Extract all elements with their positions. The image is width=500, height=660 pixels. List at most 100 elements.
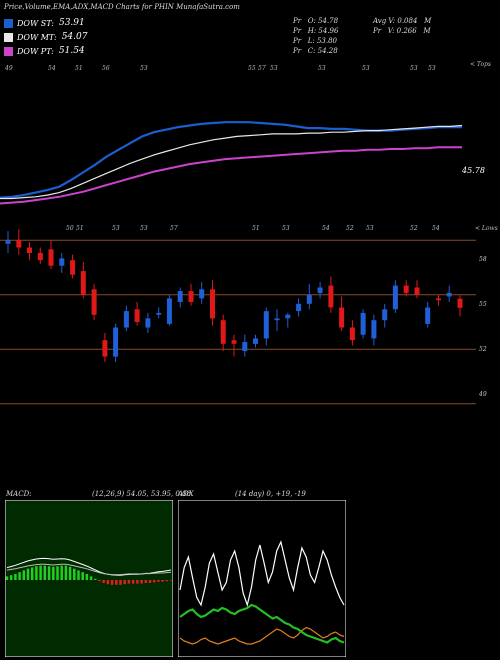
adx-chart: [178, 500, 346, 657]
macd-frame: [5, 500, 173, 657]
ema-line-dow-st: [0, 121, 462, 199]
candle-body: [263, 311, 269, 339]
stat-prev-volume: Pr V: 0.266 M: [373, 27, 431, 35]
legend-value-pt: 51.54: [58, 46, 85, 56]
ema-top-label: 57: [258, 65, 266, 72]
page-title: Price,Volume,EMA,ADX,MACD Charts for PHI…: [4, 3, 240, 11]
legend-dow-mt: DOW MT: 54.07: [4, 31, 87, 43]
adx-line-adx: [179, 540, 345, 608]
candle-body: [349, 327, 355, 341]
stat-high: Pr H: 54.96: [293, 27, 339, 35]
candle-body: [392, 285, 398, 310]
candle-body: [414, 287, 420, 295]
adx-line-di: [179, 603, 345, 644]
candle-body: [37, 252, 43, 261]
ema-top-label: 53: [318, 65, 326, 72]
candle-body: [274, 318, 280, 321]
candle-body: [328, 285, 334, 308]
ema-top-label: 54: [48, 65, 56, 72]
candle-body: [382, 309, 388, 321]
candle-body: [134, 309, 140, 322]
legend-dow-st: DOW ST: 53.91: [4, 17, 85, 29]
candle-top-label: 53: [140, 225, 148, 232]
candle-body: [220, 320, 226, 344]
ema-last-value: 45.78: [461, 166, 485, 175]
candle-body: [48, 249, 54, 266]
legend-value-mt: 54.07: [61, 32, 88, 42]
candle-body: [403, 285, 409, 293]
macd-signal-line: [6, 563, 172, 576]
macd-label: MACD:: [6, 490, 32, 498]
candle-body: [231, 340, 237, 344]
candle-top-label: 52: [410, 225, 418, 232]
candle-body: [59, 258, 65, 266]
candle-body: [188, 291, 194, 302]
candle-body: [425, 307, 431, 324]
adx-label: ADX: [178, 490, 194, 498]
ema-corner-label: < Tops: [470, 61, 491, 68]
candle-body: [360, 312, 366, 335]
legend-swatch-st: [4, 18, 13, 28]
candle-body: [177, 291, 183, 302]
candle-body: [113, 327, 119, 357]
candle-top-label: 53: [112, 225, 120, 232]
candle-body: [102, 340, 108, 357]
candle-body: [80, 271, 86, 295]
adx-frame: [178, 500, 346, 657]
candle-body: [156, 312, 162, 315]
macd-params: (12,26,9) 54.05, 53.95, 0.08: [92, 490, 191, 498]
candle-body: [371, 320, 377, 339]
candle-body: [70, 260, 76, 275]
candle-top-label: 52: [346, 225, 354, 232]
ema-top-label: 53: [410, 65, 418, 72]
candle-body: [5, 240, 11, 244]
ema-top-label: 56: [102, 65, 110, 72]
candle-body: [296, 303, 302, 312]
ema-top-label: 53: [428, 65, 436, 72]
price-level-55: 55: [479, 301, 487, 308]
legend-swatch-pt: [4, 46, 13, 56]
candle-top-label: 53: [282, 225, 290, 232]
stat-low: Pr L: 53.80: [293, 37, 338, 45]
legend-label-pt: DOW PT:: [17, 46, 54, 56]
ema-top-label: 55: [248, 65, 256, 72]
candle-body: [253, 338, 258, 344]
candle-body: [123, 311, 129, 328]
ema-top-label: 53: [270, 65, 278, 72]
candle-body: [306, 294, 312, 304]
candle-body: [210, 289, 215, 319]
ema-top-label: 53: [362, 65, 370, 72]
candle-top-label: 53: [366, 225, 374, 232]
candle-body: [199, 289, 205, 299]
legend-swatch-mt: [4, 32, 13, 42]
ema-top-label: 53: [140, 65, 148, 72]
ema-line-dow-pt: [0, 146, 462, 205]
legend-value-st: 53.91: [58, 18, 85, 28]
candle-top-label: 57: [170, 225, 178, 232]
candle-body: [27, 247, 32, 253]
adx-line-di: [179, 626, 345, 645]
legend-label-mt: DOW MT:: [17, 32, 57, 42]
macd-chart: [5, 500, 173, 657]
legend-dow-pt: DOW PT: 51.54: [4, 45, 85, 57]
ema-top-label: 49: [4, 65, 13, 72]
candle-body: [436, 298, 441, 301]
candle-body: [446, 292, 452, 297]
price-level-52: 52: [479, 346, 487, 353]
ema-line-dow-mt: [0, 124, 463, 200]
stat-open: Pr O: 54.78: [293, 17, 339, 25]
candle-body: [242, 342, 248, 352]
adx-params: (14 day) 0, +19, -19: [235, 490, 306, 498]
candle-top-label: 54: [322, 225, 330, 232]
ema-top-label: 51: [75, 65, 83, 72]
candle-top-label: 54: [432, 225, 440, 232]
price-level-58: 58: [479, 256, 487, 263]
candle-corner-label: < Lows: [475, 225, 498, 232]
candle-body: [91, 289, 97, 315]
price-level-49: 49: [478, 391, 487, 398]
candle-body: [317, 287, 323, 293]
candle-body: [457, 298, 463, 308]
candle-top-label: 51: [252, 225, 260, 232]
stat-avg-volume: Avg V: 0.084 M: [373, 17, 432, 25]
candle-top-label: 50: [66, 225, 74, 232]
